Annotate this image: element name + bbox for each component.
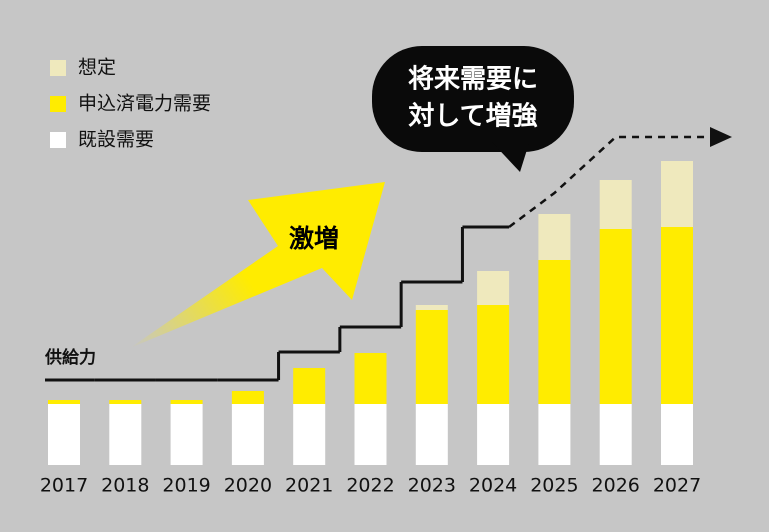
bar-segment xyxy=(538,404,571,465)
bar-segment xyxy=(231,391,264,404)
arrow-label: 激増 xyxy=(289,224,339,253)
bar-segment xyxy=(415,404,448,465)
x-tick-label: 2025 xyxy=(530,475,578,497)
supply-label: 供給力 xyxy=(44,347,96,368)
bar-segment xyxy=(48,400,80,404)
bar-segment xyxy=(109,404,142,465)
bar-segment xyxy=(293,404,326,465)
bar-segment xyxy=(48,404,80,465)
callout-text: 対して増強 xyxy=(408,102,537,132)
callout-text: 将来需要に xyxy=(408,65,538,95)
bar-segment xyxy=(661,404,693,465)
x-tick-label: 2027 xyxy=(653,475,701,497)
bar-segment xyxy=(477,305,510,404)
x-tick-label: 2024 xyxy=(469,475,517,497)
projection-arrowhead xyxy=(710,127,732,147)
legend-label: 申込済電力需要 xyxy=(78,93,211,115)
x-tick-label: 2017 xyxy=(40,475,88,497)
bar-segment xyxy=(170,404,203,465)
bar-segment xyxy=(661,161,693,227)
bar-segment xyxy=(538,214,571,260)
x-tick-label: 2021 xyxy=(285,475,333,497)
bar-segment xyxy=(599,404,632,465)
x-tick-label: 2023 xyxy=(408,475,456,497)
bar-segment xyxy=(477,271,510,305)
bar-segment xyxy=(231,404,264,465)
legend-label: 想定 xyxy=(78,57,116,79)
x-tick-label: 2022 xyxy=(346,475,394,497)
legend-swatch xyxy=(50,132,66,148)
bar-segment xyxy=(170,400,203,404)
bar-segment xyxy=(538,260,571,404)
bar-segment xyxy=(354,353,387,404)
growth-arrow xyxy=(130,182,385,348)
bar-segment xyxy=(477,404,510,465)
x-tick-label: 2019 xyxy=(162,475,210,497)
supply-projection xyxy=(508,135,710,228)
bar-segment xyxy=(599,229,632,404)
bar-segment xyxy=(599,180,632,229)
bar-segment xyxy=(415,310,448,404)
bar-segment xyxy=(293,368,326,404)
bar-segment xyxy=(661,227,693,404)
bar-segment xyxy=(354,404,387,465)
x-tick-label: 2026 xyxy=(592,475,640,497)
legend-swatch xyxy=(50,60,66,76)
x-tick-label: 2018 xyxy=(101,475,149,497)
legend-label: 既設需要 xyxy=(78,129,154,151)
callout-tail xyxy=(490,140,530,172)
callout: 将来需要に 対して増強 xyxy=(372,46,574,172)
bar-segment xyxy=(415,305,448,310)
callout-bubble xyxy=(372,46,574,152)
x-tick-label: 2020 xyxy=(224,475,272,497)
legend-swatch xyxy=(50,96,66,112)
bar-segment xyxy=(109,400,142,404)
